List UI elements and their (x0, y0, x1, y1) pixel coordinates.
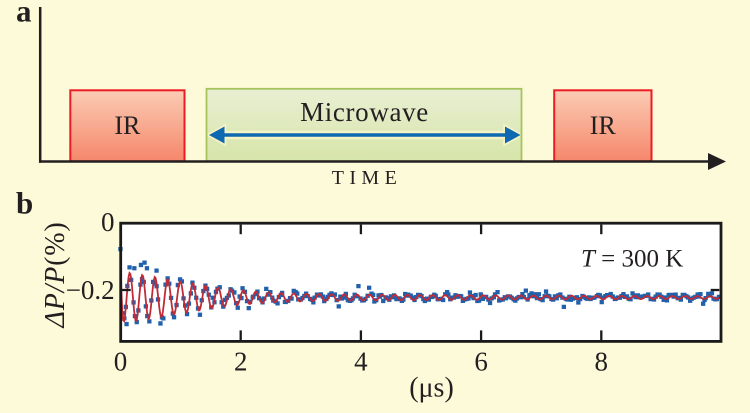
svg-text:2: 2 (234, 347, 248, 377)
svg-text:IR: IR (114, 111, 141, 140)
svg-text:Microwave: Microwave (300, 97, 429, 127)
svg-text:−0.2: −0.2 (66, 275, 115, 305)
svg-text:0: 0 (114, 347, 128, 377)
svg-text:4: 4 (354, 347, 368, 377)
svg-text:b: b (16, 186, 33, 221)
svg-text:(μs): (μs) (409, 373, 454, 404)
svg-text:6: 6 (474, 347, 488, 377)
svg-text:a: a (16, 0, 32, 29)
svg-text:ΔP/P(%): ΔP/P(%) (40, 222, 71, 329)
svg-text:TIME: TIME (332, 167, 402, 189)
svg-text:0: 0 (101, 207, 115, 237)
svg-text:8: 8 (595, 347, 609, 377)
svg-text:IR: IR (590, 111, 617, 140)
svg-text:T = 300 K: T = 300 K (581, 246, 683, 273)
